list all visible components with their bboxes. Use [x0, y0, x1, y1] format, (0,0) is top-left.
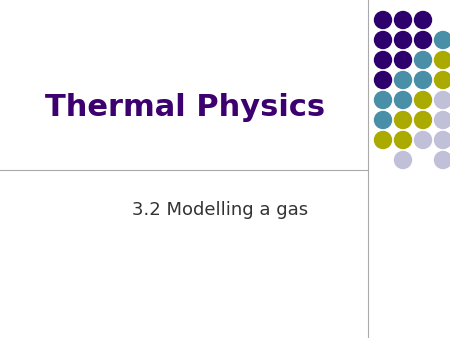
Circle shape	[374, 31, 392, 48]
Circle shape	[435, 31, 450, 48]
Circle shape	[374, 92, 392, 108]
Circle shape	[435, 51, 450, 69]
Circle shape	[414, 51, 432, 69]
Circle shape	[435, 131, 450, 148]
Circle shape	[395, 11, 411, 28]
Circle shape	[374, 131, 392, 148]
Circle shape	[395, 131, 411, 148]
Circle shape	[414, 131, 432, 148]
Circle shape	[374, 112, 392, 128]
Circle shape	[395, 51, 411, 69]
Circle shape	[414, 72, 432, 89]
Circle shape	[435, 92, 450, 108]
Circle shape	[414, 31, 432, 48]
Circle shape	[414, 112, 432, 128]
Circle shape	[395, 72, 411, 89]
Circle shape	[395, 112, 411, 128]
Circle shape	[395, 151, 411, 169]
Circle shape	[395, 31, 411, 48]
Text: 3.2 Modelling a gas: 3.2 Modelling a gas	[132, 201, 308, 219]
Circle shape	[374, 51, 392, 69]
Circle shape	[374, 72, 392, 89]
Circle shape	[435, 151, 450, 169]
Text: Thermal Physics: Thermal Physics	[45, 94, 325, 122]
Circle shape	[395, 92, 411, 108]
Circle shape	[374, 11, 392, 28]
Circle shape	[435, 72, 450, 89]
Circle shape	[435, 112, 450, 128]
Circle shape	[414, 92, 432, 108]
Circle shape	[414, 11, 432, 28]
